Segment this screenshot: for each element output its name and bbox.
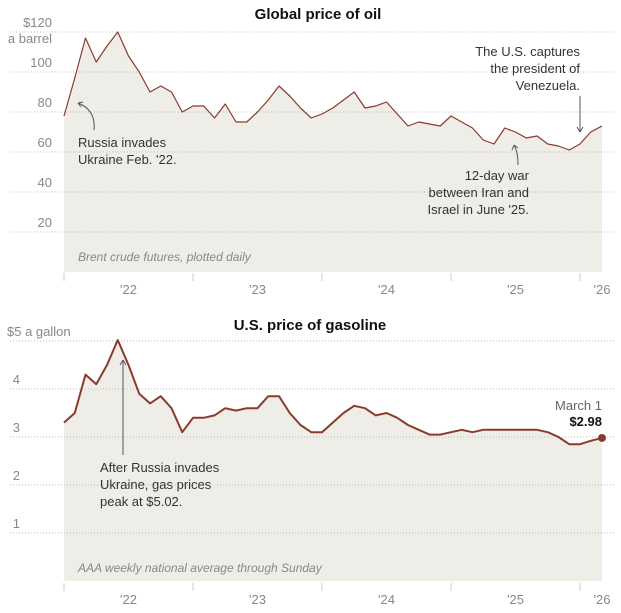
y-tick-label: 1 [13,516,20,531]
oil-caption: Brent crude futures, plotted daily [78,250,252,264]
area-fill [64,340,602,581]
venezuela-arrow [576,96,584,133]
latest-point-marker [598,433,606,442]
gasoline-chart: U.S. price of gasoline AAA weekly nation… [7,317,615,607]
latest-value-label: $2.98 [569,414,602,429]
series-line [63,31,603,151]
annotation-venezuela: The U.S. captures the president of Venezue… [475,44,580,93]
gas-chart-title: U.S. price of gasoline [234,317,387,334]
iran-arrow [511,144,519,166]
gas-y-unit: $5 a gallon [7,324,71,339]
oil-chart: Global price of oil Brent crude futures,… [8,6,615,297]
y-tick-label: $120 [23,15,52,30]
y-tick-label: 100 [30,55,52,70]
x-tick-label: '22 [120,282,137,297]
y-tick-label: 20 [38,215,52,230]
oil-chart-title: Global price of oil [255,6,382,23]
x-tick-label: '22 [120,592,137,607]
x-tick-label: '26 [594,592,611,607]
x-tick-label: '26 [594,282,611,297]
gas-peak-arrow [119,359,127,455]
annotation-gas-peak: After Russia invades Ukraine, gas prices p… [100,460,220,509]
y-tick-label: 4 [13,372,20,387]
russia-arrowhead-icon [77,101,84,108]
x-tick-label: '24 [378,282,395,297]
annotation-russia-invades: Russia invades Ukraine Feb. '22. [78,135,177,167]
annotation-iran-israel-war: 12-day war between Iran and Israel in June… [428,168,530,217]
gas-caption: AAA weekly national average through Sund… [77,561,323,575]
oil-y-unit: a barrel [8,31,52,46]
latest-date-label: March 1 [555,398,602,413]
y-tick-label: 2 [13,468,20,483]
x-tick-label: '24 [378,592,395,607]
y-tick-label: 3 [13,420,20,435]
x-tick-label: '23 [249,592,266,607]
series-line [63,339,603,446]
y-tick-label: 80 [38,95,52,110]
x-tick-label: '23 [249,282,266,297]
area-fill [64,32,602,272]
y-tick-label: 60 [38,135,52,150]
russia-arrow [77,102,95,131]
y-tick-label: 40 [38,175,52,190]
x-tick-label: '25 [507,592,524,607]
x-tick-label: '25 [507,282,524,297]
